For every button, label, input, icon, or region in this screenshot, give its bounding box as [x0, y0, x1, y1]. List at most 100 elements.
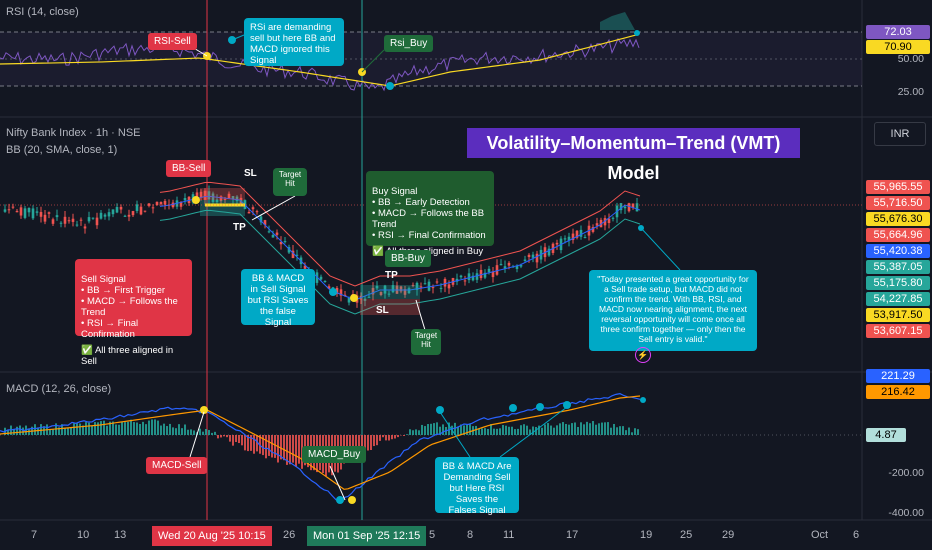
macd-hist-bar: [112, 421, 114, 435]
macd-hist-bar: [487, 428, 489, 435]
target-hit-2: Target Hit: [411, 329, 441, 355]
price-tag-3: 55,664.96: [866, 228, 930, 242]
price-candle: [91, 217, 95, 219]
macd-hist-bar: [58, 427, 60, 435]
price-candle: [431, 287, 435, 289]
macd-hist-bar: [421, 424, 423, 435]
macd-level-200: -200.00: [888, 467, 924, 479]
macd-hist-bar: [97, 422, 99, 435]
price-candle: [375, 285, 379, 289]
price-candle: [203, 190, 207, 200]
x-tick-4: 5: [429, 529, 436, 541]
macd-hist-bar: [277, 435, 279, 463]
macd-hist-bar: [490, 424, 492, 435]
macd-hist-bar: [133, 422, 135, 435]
macd-hist-bar: [484, 428, 486, 435]
price-candle: [563, 238, 567, 240]
macd-hist-bar: [220, 435, 222, 438]
price-candle: [479, 269, 483, 279]
price-candle: [267, 231, 271, 233]
price-title: Nifty Bank Index · 1h · NSE: [6, 127, 141, 139]
price-candle: [367, 296, 371, 298]
price-candle: [55, 215, 59, 218]
x-tick-12: 6: [853, 529, 860, 541]
macd-hist-bar: [637, 429, 639, 435]
rsi-ignored-note: RSi are demanding sell but here BB and M…: [244, 18, 344, 66]
macd-hist-bar: [253, 435, 255, 454]
macd-hist-bar: [67, 428, 69, 435]
macd-hist-bar: [382, 435, 384, 438]
macd-hist-bar: [238, 435, 240, 444]
macd-sell-label: MACD-Sell: [146, 457, 208, 474]
macd-hist-bar: [211, 432, 213, 435]
macd-hist-bar: [34, 424, 36, 435]
macd-hist-bar: [145, 424, 147, 435]
macd-hist-bar: [232, 435, 234, 446]
macd-hist-bar: [286, 435, 288, 465]
macd-hist-bar: [109, 421, 111, 435]
price-candle: [335, 287, 339, 294]
sell-signal-note: Sell Signal • BB → First Trigger • MACD …: [75, 259, 192, 367]
macd-demand-dot-0: [436, 406, 444, 414]
price-candle: [263, 220, 267, 225]
price-candle: [407, 288, 411, 294]
macd-hist-bar: [403, 435, 405, 436]
macd-hist-bar: [262, 435, 264, 456]
x-tick-8: 19: [640, 529, 653, 541]
macd-hist-bar: [298, 435, 300, 464]
macd-hist-bar: [178, 424, 180, 435]
macd-hist-bar: [436, 422, 438, 435]
alert-icon[interactable]: ⚡: [635, 347, 651, 363]
macd-hist-bar: [577, 427, 579, 435]
macd-hist-bar: [628, 427, 630, 435]
trade-box-2-sl: [360, 299, 420, 315]
price-candle: [627, 203, 631, 212]
macd-hist-bar: [7, 430, 9, 435]
price-candle: [403, 289, 407, 295]
macd-hist-bar: [61, 424, 63, 435]
macd-hist-bar: [463, 425, 465, 435]
macd-hist-bar: [370, 435, 372, 451]
price-candle: [487, 268, 491, 273]
x-tick-6: 11: [503, 529, 515, 541]
macd-hist-bar: [442, 424, 444, 435]
price-candle: [503, 266, 507, 269]
macd-hist-bar: [139, 424, 141, 435]
bb-basis: [159, 195, 641, 301]
macd-hist-bar: [391, 435, 393, 440]
macd-buy-pointer: [329, 465, 346, 501]
price-candle: [575, 230, 579, 238]
macd-hist-bar: [124, 422, 126, 435]
price-candle: [295, 254, 299, 256]
price-candle: [7, 209, 11, 211]
price-tag-7: 54,227.85: [866, 292, 930, 306]
bb-buy-dot: [350, 294, 358, 302]
price-candle: [531, 254, 535, 258]
macd-hist-bar: [448, 422, 450, 435]
sl-label-1: SL: [244, 168, 257, 179]
price-candle: [223, 199, 227, 201]
macd-hist-bar: [460, 424, 462, 435]
macd-hist-bar: [499, 428, 501, 435]
macd-buy-label: MACD_Buy: [302, 446, 367, 463]
price-candle: [291, 250, 295, 259]
currency-button[interactable]: INR: [874, 122, 926, 146]
price-candle: [19, 207, 23, 216]
rsi-tag-value: 72.03: [866, 25, 930, 39]
macd-hist-bar: [619, 426, 621, 435]
price-candle: [35, 211, 39, 213]
price-candle: [231, 196, 235, 200]
macd-hist-bar: [511, 426, 513, 435]
macd-hist-bar: [565, 423, 567, 435]
macd-hist-bar: [430, 423, 432, 435]
price-tag-1: 55,716.50: [866, 196, 930, 210]
trade-box-1-sl: [200, 188, 245, 200]
price-candle: [135, 204, 139, 212]
price-candle: [287, 247, 291, 253]
price-candle: [555, 242, 559, 245]
price-candle: [195, 192, 199, 198]
price-candle: [391, 285, 395, 293]
price-candle: [463, 280, 467, 282]
price-candle: [59, 222, 63, 224]
macd-hist-bar: [478, 428, 480, 435]
